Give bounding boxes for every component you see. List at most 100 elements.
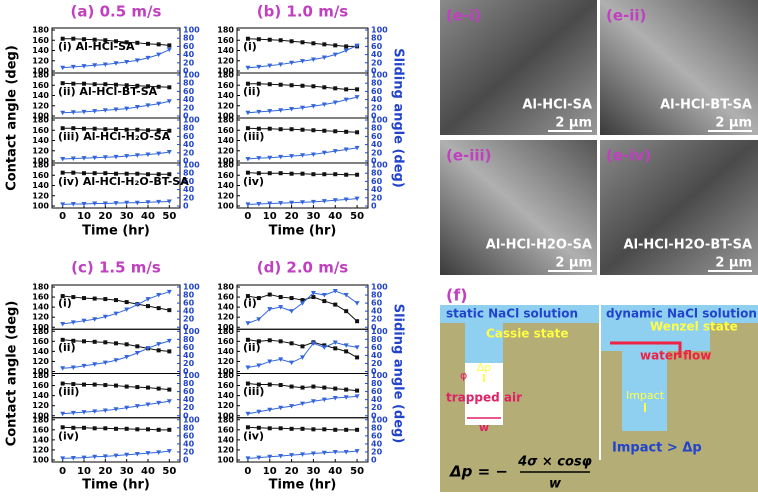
- marker: [134, 350, 140, 356]
- marker: [321, 345, 327, 350]
- marker: [300, 426, 305, 431]
- marker: [256, 81, 261, 86]
- marker: [167, 128, 172, 133]
- marker: [167, 387, 172, 392]
- y-tick-label: 140: [217, 435, 234, 444]
- y-tick-label: 160: [217, 81, 234, 90]
- marker: [355, 427, 360, 432]
- marker: [256, 425, 261, 430]
- panel-title: (a) 0.5 m/s: [71, 3, 162, 21]
- marker: [102, 108, 108, 113]
- marker: [166, 449, 172, 454]
- y2-axis-label: Sliding angle (deg): [391, 48, 406, 188]
- water: [600, 305, 758, 323]
- marker: [124, 154, 130, 159]
- y-tick-label: 100: [217, 157, 234, 166]
- series-line: [247, 45, 358, 69]
- marker: [245, 294, 250, 299]
- y-tick-label: 180: [32, 371, 49, 380]
- panel-title: (d) 2.0 m/s: [257, 259, 349, 277]
- marker: [267, 292, 272, 297]
- marker: [82, 171, 86, 176]
- diagram-text: φ: [460, 369, 467, 382]
- marker: [289, 453, 295, 458]
- marker: [156, 348, 161, 353]
- marker: [156, 342, 162, 347]
- marker: [92, 409, 98, 414]
- marker: [333, 86, 338, 91]
- marker: [60, 425, 65, 430]
- marker: [167, 172, 172, 177]
- marker: [156, 400, 162, 406]
- y2-tick-label: 20: [371, 58, 383, 67]
- marker: [278, 201, 284, 206]
- panel-title: (c) 1.5 m/s: [71, 259, 161, 277]
- marker: [289, 83, 294, 88]
- y-tick-label: 180: [32, 327, 49, 336]
- marker: [92, 82, 97, 87]
- y2-tick-label: 60: [183, 299, 195, 308]
- x-tick-label: 50: [162, 211, 176, 222]
- y-tick-label: 180: [32, 283, 49, 292]
- marker: [156, 42, 161, 47]
- y-tick-label: 180: [32, 415, 49, 424]
- marker: [124, 171, 129, 176]
- y-tick-label: 160: [217, 381, 234, 390]
- x-tick-label: 40: [328, 466, 342, 477]
- marker: [267, 201, 273, 207]
- marker: [310, 152, 316, 157]
- marker: [332, 52, 338, 58]
- y-axis-label: Contact angle (deg): [5, 45, 20, 191]
- y2-tick-label: 0: [371, 367, 377, 376]
- y-tick-label: 120: [217, 313, 234, 322]
- marker: [344, 309, 349, 314]
- x-tick-label: 10: [263, 211, 277, 222]
- marker: [114, 298, 118, 303]
- y-tick-label: 140: [217, 46, 234, 55]
- marker: [322, 427, 327, 432]
- marker: [332, 100, 338, 105]
- marker: [344, 172, 349, 177]
- y2-tick-label: 0: [183, 202, 189, 211]
- marker: [166, 399, 172, 404]
- marker: [278, 405, 284, 411]
- marker: [146, 385, 150, 390]
- y-tick-label: 120: [32, 191, 49, 200]
- x-axis-label: Time (hr): [82, 478, 150, 493]
- marker: [256, 382, 261, 387]
- marker: [322, 385, 327, 390]
- marker: [300, 355, 305, 360]
- marker: [343, 97, 349, 103]
- y2-tick-label: 60: [183, 132, 195, 141]
- y2-tick-label: 0: [183, 67, 189, 76]
- marker: [156, 450, 162, 455]
- marker: [114, 39, 118, 44]
- x-tick-label: 40: [141, 466, 155, 477]
- marker: [278, 127, 283, 132]
- marker: [114, 383, 118, 388]
- marker: [92, 37, 97, 42]
- marker: [92, 382, 97, 387]
- marker: [245, 202, 251, 207]
- y2-tick-label: 100: [183, 327, 200, 336]
- marker: [60, 126, 65, 131]
- marker: [103, 171, 108, 176]
- marker: [60, 36, 65, 41]
- x-axis-label: Time (hr): [269, 224, 337, 239]
- y2-tick-label: 40: [371, 50, 383, 59]
- marker: [92, 362, 98, 367]
- x-tick-label: 0: [59, 211, 66, 222]
- x-axis-label: Time (hr): [269, 478, 337, 493]
- x-tick-label: 50: [350, 211, 364, 222]
- marker: [300, 344, 305, 349]
- marker: [81, 318, 87, 324]
- marker: [321, 199, 327, 204]
- marker: [82, 126, 86, 131]
- equation: Δp = −: [449, 463, 508, 481]
- marker: [289, 154, 295, 159]
- marker: [134, 104, 140, 110]
- marker: [267, 454, 273, 460]
- marker: [103, 426, 108, 431]
- y2-tick-label: 0: [183, 456, 189, 465]
